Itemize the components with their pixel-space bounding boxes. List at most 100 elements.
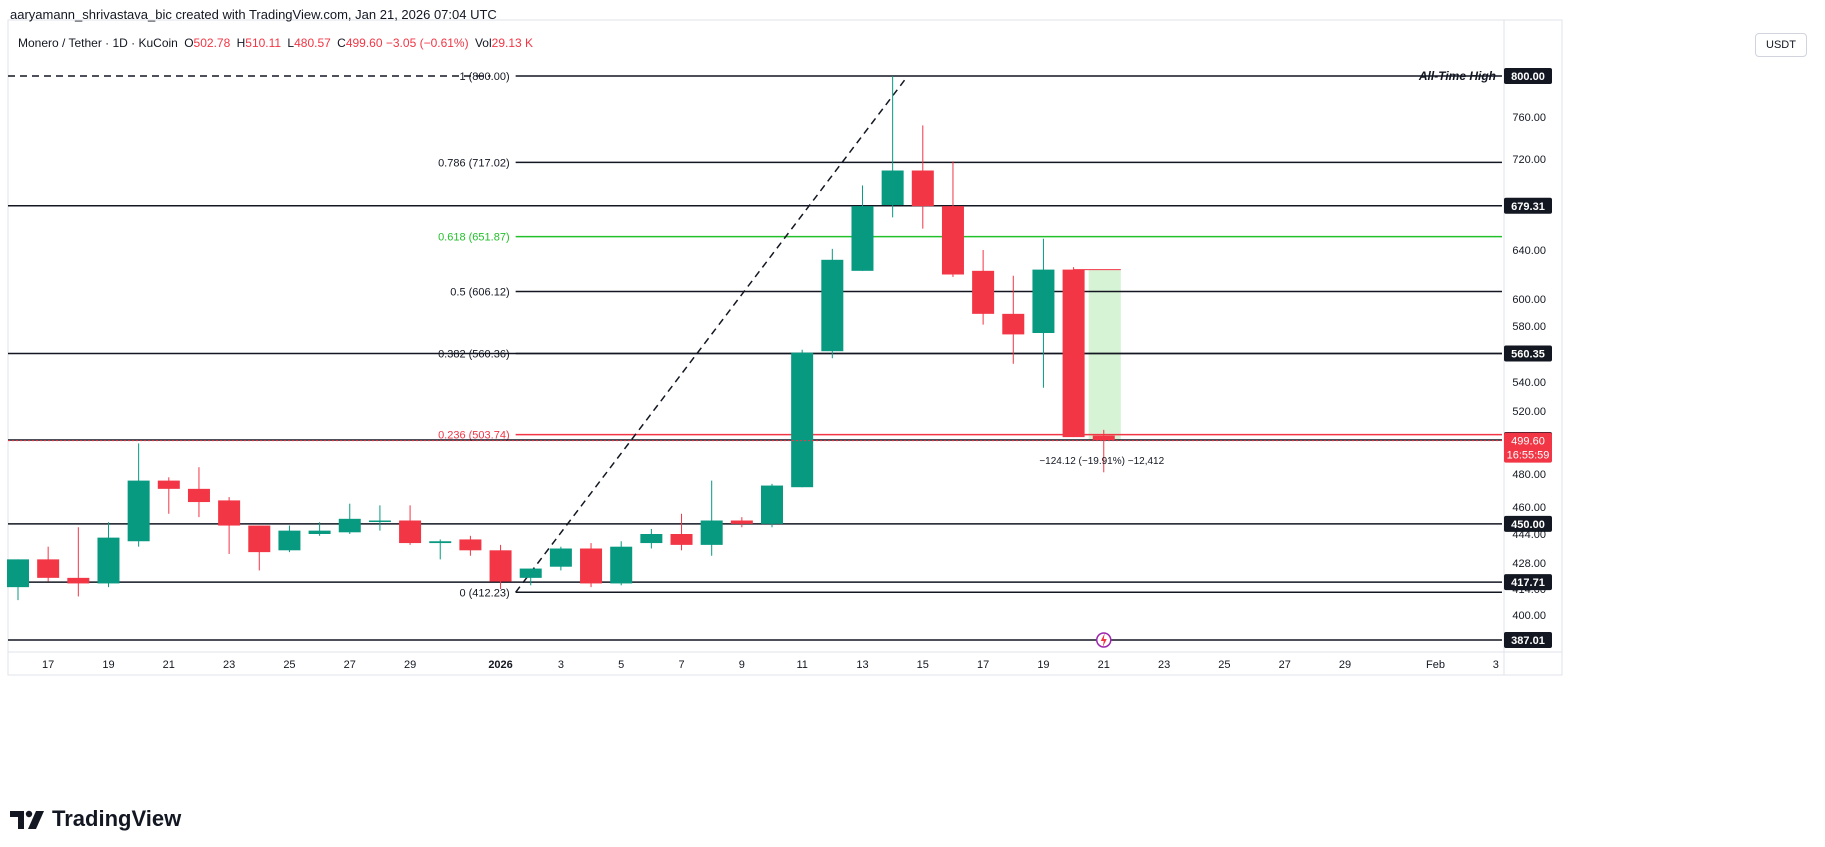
level-price-tag <box>1504 197 1552 214</box>
time-tick-label: 19 <box>102 659 114 671</box>
price-tick-label: 444.00 <box>1512 529 1546 541</box>
candle-body[interactable] <box>670 534 693 545</box>
time-tick-label: 19 <box>1037 659 1049 671</box>
price-tick-label: 428.00 <box>1512 558 1546 570</box>
price-tick-label: 400.00 <box>1512 610 1546 622</box>
candle-body[interactable] <box>1002 313 1025 335</box>
candle-body[interactable] <box>187 488 210 503</box>
time-tick-label: 27 <box>1279 659 1291 671</box>
level-price-tag-text: 560.35 <box>1511 349 1545 361</box>
candle-body[interactable] <box>368 520 391 523</box>
time-tick-label: 7 <box>678 659 684 671</box>
fib-trend-line <box>515 75 909 593</box>
volume-label: Vol <box>474 36 492 50</box>
candle-body[interactable] <box>911 170 934 207</box>
time-tick-label: 29 <box>404 659 416 671</box>
candle-body[interactable] <box>610 546 633 584</box>
time-tick-label: 15 <box>917 659 929 671</box>
price-tick-label: 480.00 <box>1512 469 1546 481</box>
candle-body[interactable] <box>580 548 603 584</box>
time-tick-label: 2026 <box>488 659 512 671</box>
price-tick-label: 640.00 <box>1512 245 1546 257</box>
change-value: −3.05 (−0.61%) <box>385 36 469 50</box>
symbol-legend: Monero / Tether · 1D · KuCoin O502.78 H5… <box>18 36 533 50</box>
open-value: 502.78 <box>193 36 231 50</box>
countdown-text: 16:55:59 <box>1507 450 1550 462</box>
candle-body[interactable] <box>791 352 814 488</box>
close-label: C <box>337 36 346 50</box>
candle-body[interactable] <box>37 559 60 578</box>
candle-body[interactable] <box>308 530 331 534</box>
candle-body[interactable] <box>941 206 964 275</box>
time-tick-label: 3 <box>558 659 564 671</box>
last-price-tag <box>1504 432 1552 463</box>
price-tick-label: 460.00 <box>1512 502 1546 514</box>
level-price-tag-text: 387.01 <box>1511 635 1545 647</box>
candle-body[interactable] <box>278 530 301 551</box>
candle-body[interactable] <box>640 534 663 544</box>
candle-body[interactable] <box>459 539 482 551</box>
candle-body[interactable] <box>1062 269 1085 438</box>
lightning-icon <box>1100 633 1107 647</box>
ath-note: All-Time High <box>1418 69 1496 83</box>
time-tick-label: 23 <box>223 659 235 671</box>
level-price-tag-text: 450.00 <box>1511 519 1545 531</box>
fib-level-label: 0.5 (606.12) <box>450 287 509 299</box>
time-tick-label: 17 <box>977 659 989 671</box>
level-price-tag <box>1504 574 1552 591</box>
candle-body[interactable] <box>338 518 361 533</box>
candle-body[interactable] <box>549 548 572 567</box>
time-tick-label: 23 <box>1158 659 1170 671</box>
candle-body[interactable] <box>399 520 422 544</box>
candle-body[interactable] <box>218 500 241 526</box>
measure-label: −124.12 (−19.91%) −12,412 <box>1039 456 1164 467</box>
fib-level-label: 0 (412.23) <box>459 587 509 599</box>
measure-area <box>1088 269 1121 440</box>
candle-body[interactable] <box>972 270 995 314</box>
high-label: H <box>236 36 246 50</box>
tradingview-logo-icon <box>10 810 44 829</box>
candle-body[interactable] <box>429 541 452 544</box>
time-tick-label: 21 <box>163 659 175 671</box>
time-tick-label: Feb <box>1426 659 1445 671</box>
candle-body[interactable] <box>97 537 120 584</box>
candle-body[interactable] <box>881 170 904 206</box>
low-value: 480.57 <box>294 36 331 50</box>
candle-body[interactable] <box>700 520 723 545</box>
level-price-tag-text: 417.71 <box>1511 577 1545 589</box>
fib-level-label: 0.236 (503.74) <box>438 430 510 442</box>
candle-body[interactable] <box>761 485 783 524</box>
symbol-name[interactable]: Monero / Tether · 1D · KuCoin <box>18 36 178 50</box>
candle-body[interactable] <box>821 259 844 352</box>
time-tick-label: 29 <box>1339 659 1351 671</box>
level-price-tag <box>1504 515 1552 532</box>
credit-line: aaryamann_shrivastava_bic created with T… <box>10 7 497 22</box>
candle-body[interactable] <box>67 577 90 584</box>
candle-body[interactable] <box>127 480 150 542</box>
level-price-tag-text: 679.31 <box>1511 201 1545 213</box>
candle-body[interactable] <box>519 568 542 578</box>
time-tick-label: 21 <box>1098 659 1110 671</box>
tradingview-logo[interactable]: TradingView <box>10 806 181 832</box>
open-label: O <box>184 36 194 50</box>
time-tick-label: 5 <box>618 659 624 671</box>
price-tick-label: 540.00 <box>1512 377 1546 389</box>
candle-body[interactable] <box>730 520 753 524</box>
time-tick-label: 25 <box>283 659 295 671</box>
candle-body[interactable] <box>157 480 180 489</box>
time-tick-label: 27 <box>344 659 356 671</box>
candle-body[interactable] <box>489 550 512 582</box>
candle-body[interactable] <box>1092 435 1115 440</box>
candle-body[interactable] <box>1032 269 1055 333</box>
time-tick-label: 3 <box>1493 659 1499 671</box>
fib-level-label: 0.382 (560.36) <box>438 348 510 360</box>
brand-name: TradingView <box>52 806 182 831</box>
close-value: 499.60 <box>345 36 383 50</box>
candle-body[interactable] <box>7 559 29 588</box>
time-tick-label: 11 <box>796 659 807 671</box>
currency-button[interactable]: USDT <box>1755 33 1807 57</box>
level-price-tag-text: 800.00 <box>1511 71 1545 83</box>
candle-body[interactable] <box>248 525 271 553</box>
candle-body[interactable] <box>851 206 874 271</box>
